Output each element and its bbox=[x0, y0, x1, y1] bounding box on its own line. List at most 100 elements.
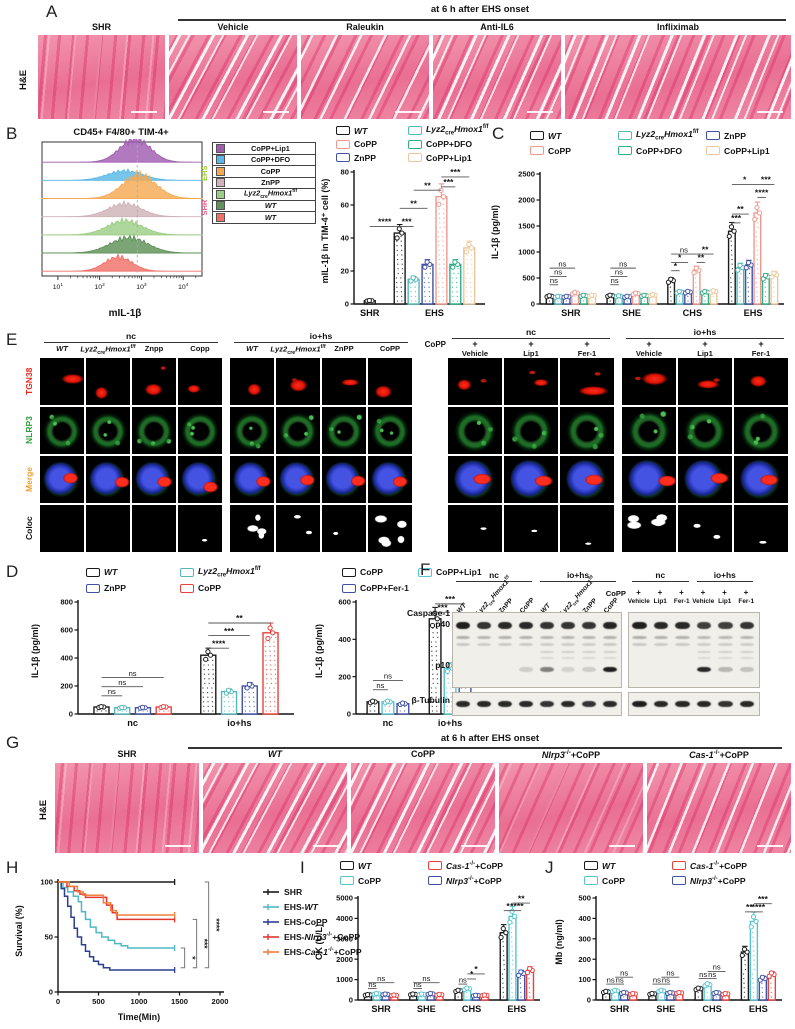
legend-row: WT Cas-1-/-+CoPP bbox=[340, 858, 516, 873]
circle-el bbox=[572, 289, 578, 296]
circle-el bbox=[722, 990, 728, 997]
i-el: Cas-1 bbox=[689, 750, 714, 760]
circle-el bbox=[641, 292, 647, 298]
circle-el bbox=[731, 258, 733, 261]
circle-el bbox=[396, 254, 399, 256]
text-el: ** bbox=[518, 893, 525, 903]
circle-el bbox=[512, 968, 514, 971]
circle-el bbox=[756, 295, 758, 298]
circle-el bbox=[264, 691, 267, 694]
circle-el bbox=[274, 668, 276, 671]
circle-el bbox=[512, 959, 514, 961]
i-el: Lyz2 bbox=[198, 565, 218, 576]
y-axis-label: IL-1β (pg/ml) bbox=[490, 205, 500, 259]
legend-row: CoPP+Fer-1 bbox=[342, 580, 494, 596]
protein-band bbox=[540, 667, 554, 672]
circle-el bbox=[748, 272, 751, 275]
circle-el bbox=[369, 710, 371, 712]
flow-legend-row: WT bbox=[213, 212, 315, 223]
circle-el bbox=[670, 300, 672, 302]
rect-el bbox=[736, 266, 745, 305]
circle-el bbox=[443, 272, 446, 275]
circle-el bbox=[269, 655, 271, 657]
circle-el bbox=[395, 281, 398, 284]
blot-row-label-p10: p10 bbox=[435, 660, 450, 670]
circle-el bbox=[757, 217, 759, 219]
i-el: WT bbox=[56, 344, 68, 353]
text-el: 50 bbox=[45, 933, 53, 942]
circle-el bbox=[439, 222, 441, 224]
legend-label: SHR bbox=[284, 886, 303, 897]
circle-el bbox=[607, 292, 613, 298]
circle-el bbox=[437, 286, 440, 288]
circle-el bbox=[119, 704, 125, 710]
i-el: Lyz2 bbox=[636, 129, 656, 140]
legend-label: CoPP+Lip1 bbox=[436, 567, 482, 577]
circle-el bbox=[557, 300, 559, 302]
micrograph-tile bbox=[678, 407, 732, 454]
protein-band bbox=[519, 667, 533, 672]
circle-el bbox=[436, 627, 438, 629]
circle-el bbox=[428, 277, 430, 279]
sup-el: f/f bbox=[320, 344, 326, 350]
circle-el bbox=[410, 300, 413, 302]
circle-el bbox=[270, 682, 273, 685]
i-el: Nlrp3 bbox=[690, 875, 712, 886]
flow-legend-row: CoPP+DFO bbox=[213, 155, 315, 166]
circle-el bbox=[442, 199, 444, 201]
circle-el bbox=[445, 691, 448, 694]
text-el: SHE bbox=[417, 1004, 436, 1014]
circle-el bbox=[126, 710, 128, 712]
legend-chip bbox=[672, 876, 686, 885]
text-el: ns bbox=[666, 968, 674, 977]
protein-band bbox=[456, 643, 470, 646]
legend-label: CoPP+Fer-1 bbox=[360, 583, 409, 593]
circle-el bbox=[442, 254, 445, 256]
protein-band bbox=[696, 636, 711, 639]
circle-el bbox=[756, 249, 758, 252]
panel-e-plus-sign: + bbox=[758, 339, 764, 349]
text-el: 0 bbox=[69, 710, 73, 719]
circle-el bbox=[270, 673, 272, 675]
circle-el bbox=[455, 987, 461, 993]
legend-chip bbox=[584, 861, 598, 870]
circle-el bbox=[678, 300, 681, 302]
circle-el bbox=[713, 989, 719, 996]
circle-el bbox=[731, 228, 737, 234]
flow-legend: CoPP+Lip1 CoPP+DFO CoPP ZnPP Lyz2creHmox1f/f… bbox=[212, 142, 316, 224]
circle-el bbox=[770, 991, 772, 994]
protein-band bbox=[582, 667, 596, 672]
circle-el bbox=[442, 240, 444, 242]
protein-band bbox=[739, 622, 754, 629]
text-el: ns bbox=[699, 970, 707, 979]
legend-item: Lyz2creHmox1f/f bbox=[408, 124, 489, 137]
circle-el bbox=[202, 701, 205, 703]
panel-e-plus-sign: + bbox=[584, 339, 590, 349]
panel-g-column-label: SHR bbox=[117, 749, 137, 759]
blot-group-label: io+hs bbox=[713, 570, 736, 580]
circle-el bbox=[160, 703, 166, 710]
text-el: 400 bbox=[338, 635, 351, 644]
i-el: Cas-1 bbox=[690, 860, 714, 871]
path-el bbox=[204, 881, 210, 969]
circle-el bbox=[373, 705, 376, 708]
micrograph-tile bbox=[678, 456, 732, 503]
micrograph-tile bbox=[622, 358, 676, 405]
protein-band bbox=[696, 622, 711, 629]
circle-el bbox=[465, 277, 467, 279]
circle-el bbox=[275, 682, 277, 685]
circle-el bbox=[752, 931, 754, 934]
legend-row: WT Lyz2creHmox1f/f ZnPP bbox=[530, 128, 794, 143]
circle-el bbox=[697, 991, 699, 994]
circle-el bbox=[452, 259, 458, 265]
micrograph-tile bbox=[504, 358, 558, 405]
circle-el bbox=[470, 258, 473, 261]
blot-plus-sign: + bbox=[722, 588, 727, 597]
text-el: 2500 bbox=[518, 170, 535, 179]
circle-el bbox=[439, 272, 441, 275]
micrograph-tile bbox=[40, 358, 84, 405]
circle-el bbox=[470, 295, 472, 298]
circle-el bbox=[414, 281, 416, 284]
circle-el bbox=[739, 295, 741, 298]
